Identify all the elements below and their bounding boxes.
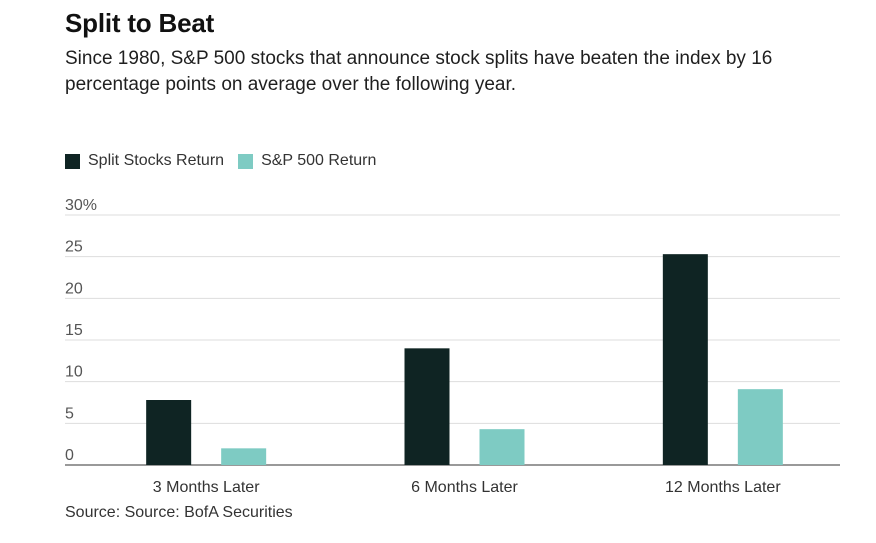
bar-sp500	[221, 448, 267, 465]
legend-label-split: Split Stocks Return	[88, 152, 225, 169]
chart-subtitle: Since 1980, S&P 500 stocks that announce…	[65, 48, 773, 95]
y-tick-label: 20	[65, 280, 83, 297]
legend-swatch-split	[65, 153, 80, 169]
legend-label-sp500: S&P 500 Return	[261, 152, 377, 169]
bar-split-stocks	[404, 348, 450, 465]
y-tick-label: 30%	[65, 197, 97, 214]
bar-sp500	[737, 389, 783, 465]
y-tick-label: 15	[65, 322, 83, 339]
source-note: Source: Source: BofA Securities	[65, 504, 293, 521]
y-tick-label: 5	[65, 405, 74, 422]
x-tick-label: 3 Months Later	[153, 479, 260, 496]
legend-item-split: Split Stocks Return	[65, 152, 224, 170]
x-tick-label: 12 Months Later	[665, 479, 781, 496]
y-tick-label: 10	[65, 364, 83, 381]
legend: Split Stocks Return S&P 500 Return	[65, 152, 390, 170]
bar-sp500	[479, 429, 525, 465]
y-tick-label: 25	[65, 239, 83, 256]
chart-title: Split to Beat	[65, 8, 215, 38]
legend-item-sp500: S&P 500 Return	[238, 152, 376, 170]
x-tick-label: 6 Months Later	[411, 479, 518, 496]
bar-split-stocks	[662, 254, 708, 465]
y-tick-label: 0	[65, 447, 74, 464]
bar-split-stocks	[146, 400, 192, 465]
legend-swatch-sp500	[238, 153, 254, 169]
